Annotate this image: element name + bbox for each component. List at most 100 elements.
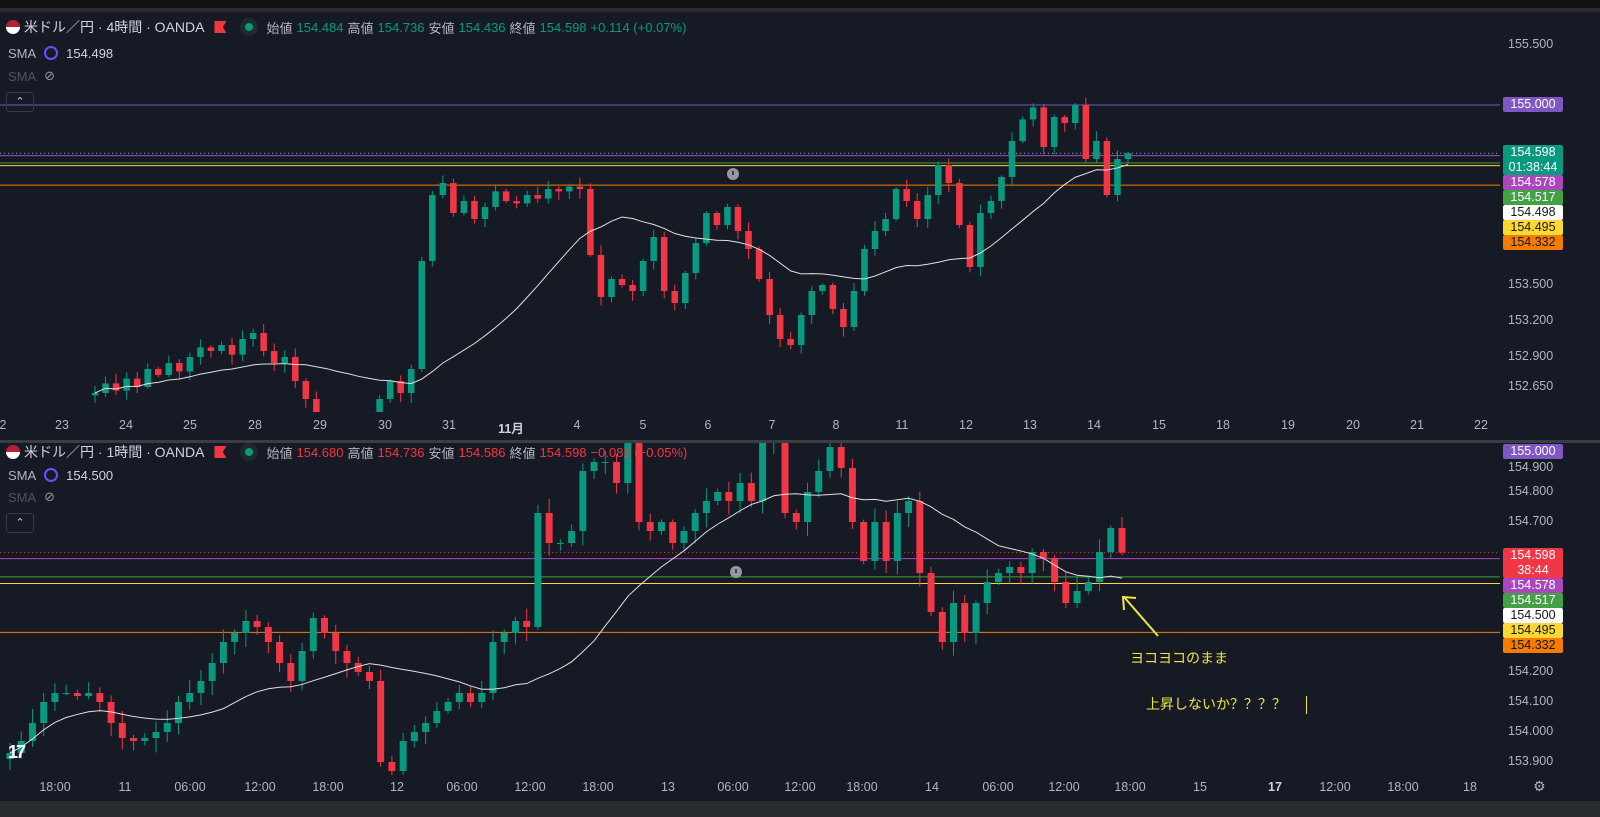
candle-down — [534, 195, 541, 199]
time-tick: 17 — [1268, 780, 1282, 794]
candle-up — [987, 201, 995, 213]
candle-down — [154, 369, 162, 375]
sma-legend[interactable]: SMA 154.500 — [8, 467, 113, 483]
chart-panel-4h[interactable] — [0, 12, 1600, 440]
candle-down — [502, 191, 510, 201]
candle-up — [197, 347, 204, 357]
plot-area[interactable] — [0, 432, 1500, 777]
candle-up — [91, 393, 99, 396]
candle-down — [112, 383, 120, 391]
candle-down — [207, 347, 215, 351]
flag-icon[interactable] — [214, 446, 227, 458]
collapse-legend-button[interactable]: ⌃ — [6, 92, 34, 112]
candle-up — [492, 191, 499, 207]
candle-down — [1061, 117, 1069, 123]
candle-down — [332, 633, 340, 651]
symbol-legend[interactable]: 米ドル／円 · 1時間 · OANDA 始値 154.680 高値 154.736 … — [24, 443, 687, 461]
eye-off-icon[interactable]: ⊘ — [44, 68, 56, 83]
price-label: 154.498 — [1503, 205, 1563, 220]
time-tick: 18 — [1216, 418, 1230, 432]
symbol-title[interactable]: 米ドル／円 · 4時間 · OANDA — [24, 19, 205, 35]
candle-up — [439, 183, 447, 195]
open-value: 154.680 — [296, 444, 344, 460]
flag-icon[interactable] — [214, 21, 227, 33]
price-label: 154.332 — [1503, 235, 1563, 250]
candle-up — [481, 207, 489, 219]
pane-divider[interactable] — [0, 440, 1600, 443]
close-label: 終値 — [509, 445, 536, 461]
time-tick: 12:00 — [1048, 780, 1080, 794]
high-value: 154.736 — [377, 444, 425, 460]
time-tick: 11 — [118, 780, 132, 794]
candle-down — [377, 681, 385, 762]
price-tick: 152.650 — [1508, 379, 1554, 393]
price-tick: 154.800 — [1508, 484, 1554, 498]
symbol-legend[interactable]: 米ドル／円 · 4時間 · OANDA 始値 154.484 高値 154.736 … — [24, 18, 686, 36]
candle-down — [365, 672, 373, 681]
time-tick: 6 — [704, 418, 712, 432]
candle-down — [176, 363, 183, 372]
candle-up — [1084, 582, 1092, 591]
price-label: 154.578 — [1503, 578, 1563, 593]
candle-up — [1114, 159, 1121, 195]
time-tick: 12:00 — [244, 780, 276, 794]
plot-area[interactable] — [0, 98, 1500, 443]
time-tick: 23 — [55, 418, 69, 432]
annotation-text[interactable]: ヨコヨコのまま — [1130, 650, 1228, 666]
open-label: 始値 — [266, 445, 293, 461]
candle-up — [601, 462, 609, 463]
sma-legend-hidden[interactable]: SMA ⊘ — [8, 68, 55, 84]
candle-down — [287, 663, 295, 681]
sma-line — [9, 493, 1123, 754]
window-top-border — [0, 8, 1600, 12]
candle-up — [1008, 141, 1016, 177]
text-cursor — [1306, 696, 1307, 714]
collapse-legend-button[interactable]: ⌃ — [6, 513, 34, 533]
candle-down — [671, 291, 679, 303]
candle-down — [646, 522, 654, 531]
candle-down — [388, 762, 396, 771]
candle-down — [961, 603, 969, 633]
price-label: 155.000 — [1503, 97, 1563, 112]
time-tick: 13 — [661, 780, 675, 794]
symbol-title[interactable]: 米ドル／円 · 1時間 · OANDA — [24, 444, 205, 460]
price-label: 154.500 — [1503, 608, 1563, 623]
price-tick: 154.200 — [1508, 664, 1554, 678]
candle-up — [1072, 105, 1079, 123]
candle-up — [680, 531, 688, 543]
candle-up — [703, 213, 710, 243]
low-value: 154.436 — [458, 19, 506, 35]
sma-legend-hidden[interactable]: SMA ⊘ — [8, 489, 55, 505]
candle-up — [239, 339, 246, 355]
candle-up — [924, 195, 931, 219]
annotation-text[interactable]: 上昇しないか？？？？ — [1146, 696, 1286, 712]
chart-panel-1h[interactable] — [0, 443, 1600, 801]
candle-down — [1082, 105, 1090, 159]
candle-down — [1118, 528, 1126, 553]
price-tick: 154.000 — [1508, 724, 1554, 738]
candle-up — [1093, 141, 1100, 159]
time-tick: 12:00 — [1319, 780, 1351, 794]
candle-up — [893, 513, 901, 561]
candle-up — [28, 723, 36, 741]
candle-up — [123, 378, 130, 391]
sma-legend[interactable]: SMA 154.498 — [8, 45, 113, 61]
candle-up — [478, 693, 486, 702]
time-tick: 7 — [768, 418, 776, 432]
sma-name: SMA — [8, 68, 37, 84]
candle-up — [1107, 528, 1115, 552]
market-status-icon[interactable] — [240, 443, 259, 461]
candle-down — [755, 249, 763, 279]
settings-icon[interactable]: ⚙ — [1533, 778, 1546, 794]
candle-up — [366, 417, 373, 423]
market-status-icon[interactable] — [240, 18, 259, 36]
candle-down — [916, 501, 924, 573]
eye-off-icon[interactable]: ⊘ — [44, 489, 56, 504]
time-tick: 25 — [183, 418, 197, 432]
candle-down — [73, 693, 81, 696]
candle-down — [713, 213, 721, 225]
candle-down — [882, 522, 890, 561]
sma-value: 154.498 — [66, 45, 114, 61]
tradingview-logo[interactable]: 17 — [8, 742, 26, 762]
